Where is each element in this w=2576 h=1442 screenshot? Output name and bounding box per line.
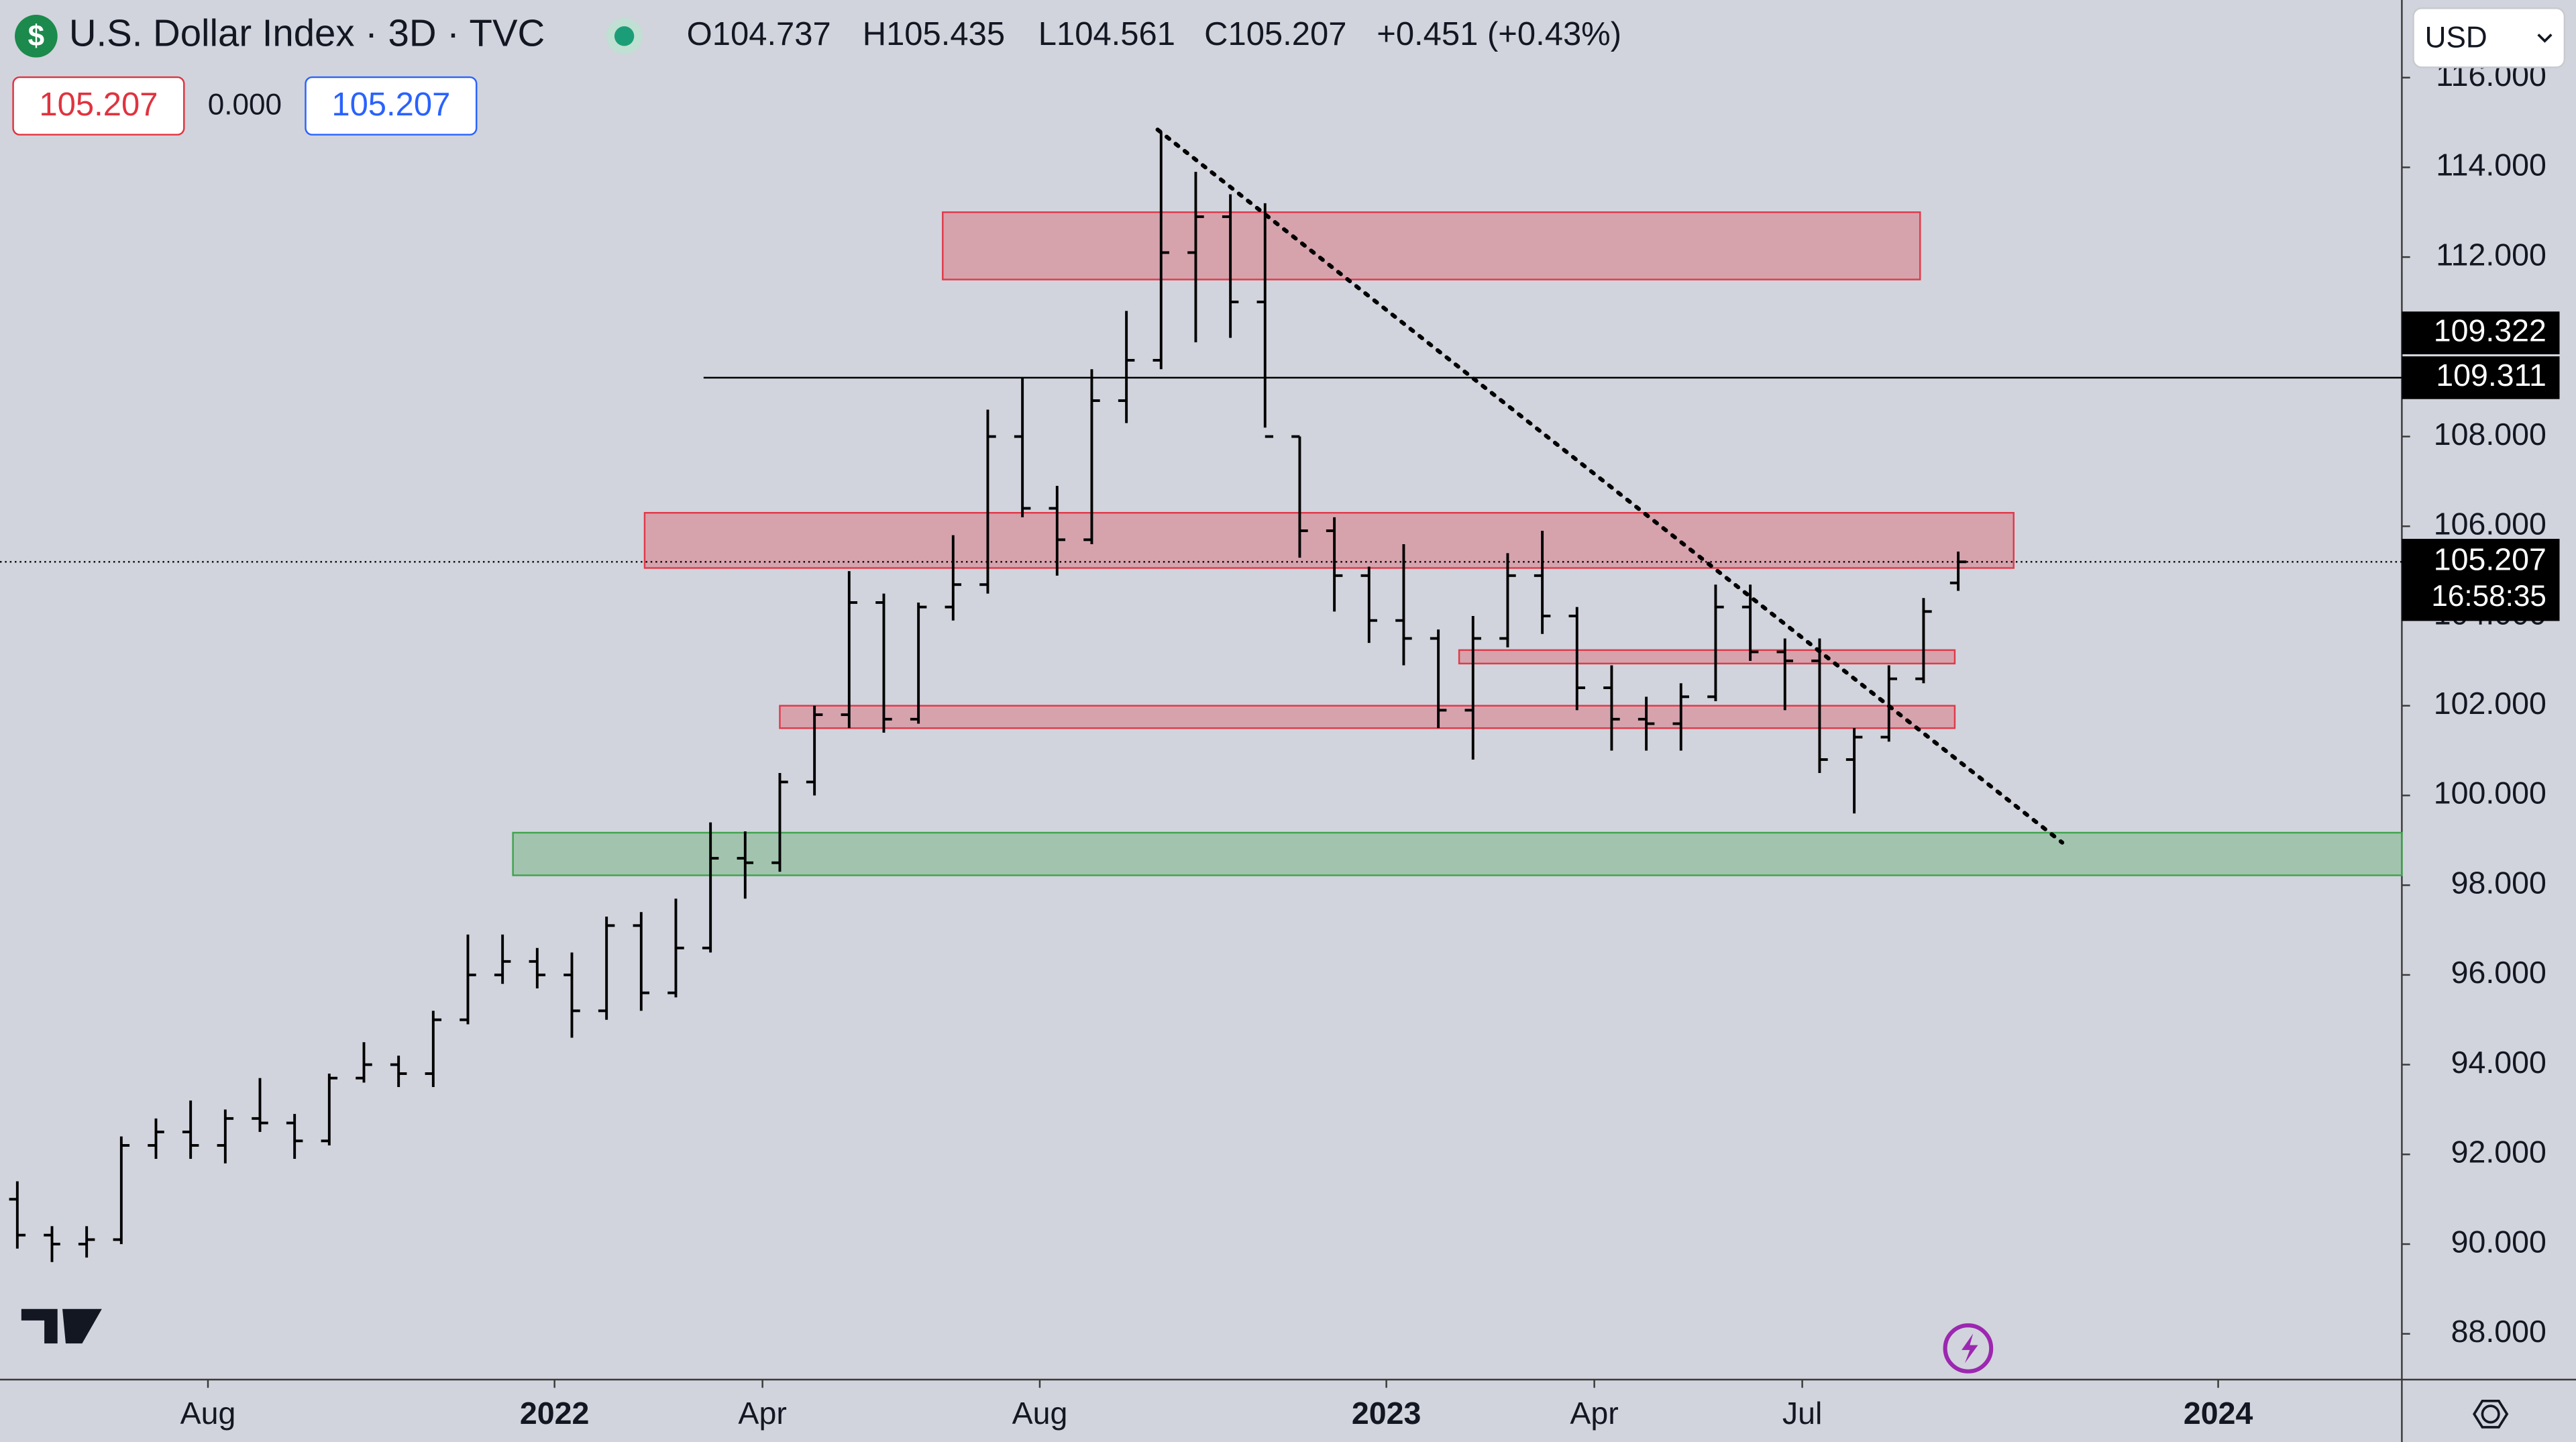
x-tick-label: Jul [1782,1396,1822,1431]
sell-price: 105.207 [39,87,158,123]
y-tick-label: 106.000 [2434,507,2546,542]
y-tick-label: 112.000 [2436,237,2546,272]
symbol-icon [15,15,58,58]
level-label: 109.311 [2436,358,2546,393]
y-tick-label: 102.000 [2434,686,2546,721]
ohlc-high: H105.435 [863,16,1005,52]
last-price-box [2402,539,2560,621]
x-tick-label: 2022 [520,1396,589,1431]
buy-price: 105.207 [331,87,450,123]
x-tick-label: Aug [180,1396,236,1431]
currency-select[interactable] [2412,7,2566,68]
lightning-icon [1962,1333,1978,1363]
settings-icon-frame [2472,1399,2509,1429]
symbol-icon-glyph: $ [28,19,45,52]
level-label: 109.322 [2434,313,2546,348]
sell-box[interactable] [12,76,185,136]
settings-icon[interactable] [2481,1404,2500,1424]
dropdown-arrow [2537,34,2553,43]
x-tick-label: 2023 [1352,1396,1421,1431]
currency-label: USD [2425,21,2487,54]
y-tick-label: 88.000 [2451,1314,2546,1349]
ohlc-low: L104.561 [1038,16,1175,52]
zone [942,211,1921,280]
x-tick-label: 2024 [2184,1396,2253,1431]
overlay: $ U.S. Dollar Index · 3D · TVC O104.737 … [12,7,2566,1429]
zone [643,512,2015,569]
zone [779,705,1956,729]
plot: 88.000 90.000 92.000 94.000 96.000 98.000 100.… [0,58,2560,1431]
last-price-label: 105.207 [2434,542,2546,577]
trendline [1155,127,2065,845]
y-tick-label: 90.000 [2451,1224,2546,1259]
price-change: +0.451 (+0.43%) [1377,16,1621,52]
buy-box[interactable] [305,76,478,136]
x-tick-label: Aug [1012,1396,1068,1431]
y-tick-label: 96.000 [2451,955,2546,990]
spread: 0.000 [208,89,282,121]
y-tick-label: 92.000 [2451,1135,2546,1170]
x-tick-label: Apr [738,1396,786,1431]
zone [1458,649,1956,665]
status-dot [614,26,635,46]
logo [21,1308,102,1344]
x-tick-label: Apr [1570,1396,1618,1431]
y-tick-label: 108.000 [2434,417,2546,452]
level-label-box [2402,311,2560,354]
lightning-button[interactable] [1943,1323,1994,1374]
zone [512,831,2403,876]
level-label-box [2402,356,2560,399]
y-tick-label: 100.000 [2434,776,2546,811]
chart-title: U.S. Dollar Index · 3D · TVC [69,12,545,54]
y-tick-label: 98.000 [2451,865,2546,900]
countdown: 16:58:35 [2431,580,2546,613]
ohlc-open: O104.737 [687,16,831,52]
y-tick-label: 94.000 [2451,1045,2546,1080]
ohlc-close: C105.207 [1204,16,1346,52]
y-tick-label: 114.000 [2436,148,2546,183]
